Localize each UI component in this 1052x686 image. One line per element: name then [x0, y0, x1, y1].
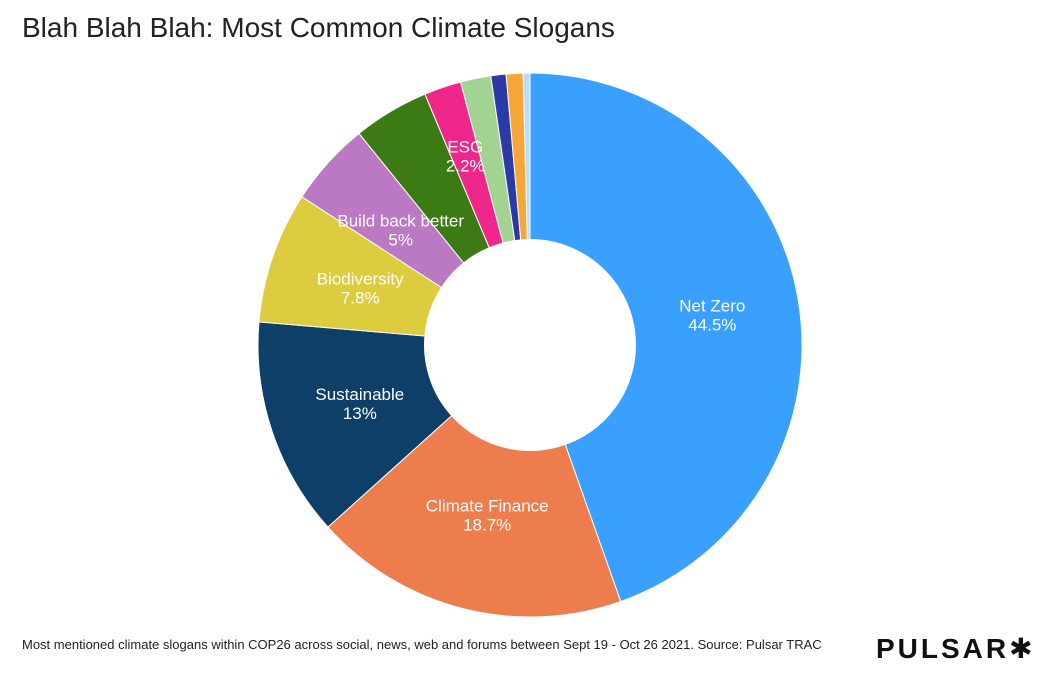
- slice-net-zero: [529, 72, 803, 603]
- source-footnote: Most mentioned climate slogans within CO…: [22, 637, 822, 652]
- donut-hole: [424, 239, 636, 451]
- slice-label-climate-finance: Climate Finance: [426, 497, 549, 516]
- slice-value-sustainable: 13%: [343, 404, 377, 423]
- slice-value-climate-finance: 18.7%: [463, 516, 511, 535]
- slice-label-sustainable: Sustainable: [315, 385, 404, 404]
- slice-value-net-zero: 44.5%: [688, 316, 736, 335]
- slice-label-esg: ESG: [447, 137, 483, 156]
- chart-title: Blah Blah Blah: Most Common Climate Slog…: [22, 12, 615, 43]
- slice-label-biodiversity: Biodiversity: [317, 270, 404, 289]
- pulsar-logo: PULSAR✱: [876, 633, 1036, 664]
- slice-value-esg: 2.2%: [446, 156, 485, 175]
- slice-value-build-back-better: 5%: [388, 231, 413, 250]
- slice-label-build-back-better: Build back better: [337, 212, 464, 231]
- slice-value-biodiversity: 7.8%: [341, 289, 380, 308]
- slice-label-net-zero: Net Zero: [679, 297, 745, 316]
